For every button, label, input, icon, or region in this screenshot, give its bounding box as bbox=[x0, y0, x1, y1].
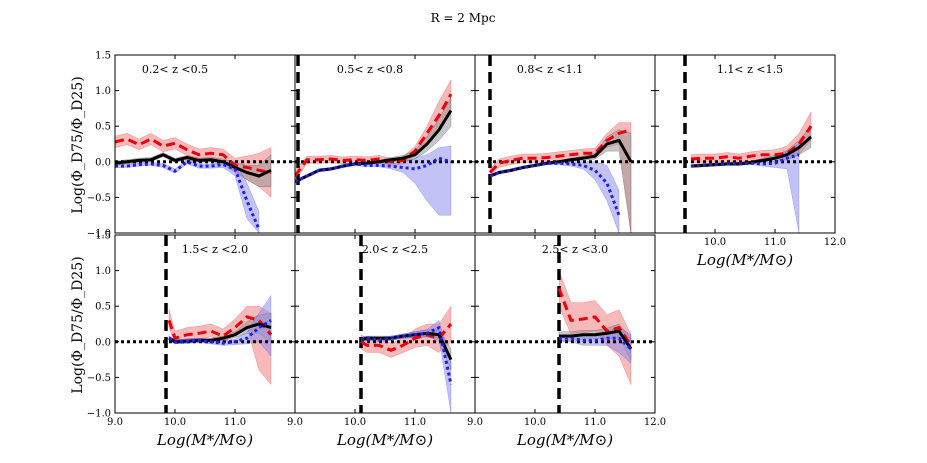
figure-title: R = 2 Mpc bbox=[431, 11, 496, 25]
panel-2: 0.8< z <1.1 bbox=[474, 54, 656, 234]
x-tick-label: 9.0 bbox=[467, 417, 483, 428]
y-tick-label: −1.0 bbox=[87, 229, 111, 240]
y-tick-label: −1.0 bbox=[87, 409, 111, 420]
blue-dotted-line bbox=[115, 160, 261, 230]
panel-1: 0.5< z <0.8 bbox=[294, 54, 476, 234]
black-solid-line bbox=[295, 109, 453, 184]
black-solid-line bbox=[489, 138, 633, 178]
x-axis-label: Log(M*/M⊙) bbox=[516, 431, 613, 449]
x-tick-label: 12.0 bbox=[644, 417, 666, 428]
panel-label: 0.5< z <0.8 bbox=[337, 63, 403, 76]
red-dashed-line bbox=[690, 125, 813, 161]
red-dashed-line bbox=[557, 287, 633, 347]
y-tick-label: 0.5 bbox=[95, 302, 111, 313]
y-tick-label: 0.0 bbox=[95, 157, 111, 168]
panel-label: 2.0< z <2.5 bbox=[362, 243, 428, 256]
x-tick-label: 9.0 bbox=[107, 417, 123, 428]
y-tick-label: 1.5 bbox=[95, 51, 111, 62]
panel-plot-area bbox=[295, 235, 475, 413]
ylabel-bottom: Log(Φ_D75/Φ_D25) bbox=[70, 256, 86, 393]
x-tick-label: 10.0 bbox=[344, 417, 366, 428]
red-dashed-line bbox=[115, 137, 272, 174]
x-tick-label: 9.0 bbox=[287, 417, 303, 428]
y-tick-label: 1.5 bbox=[95, 231, 111, 242]
panels: −1.0 −0.5 0.0 0.5 1.0 1.5 0.2< z <0.5 0.5< z <0… bbox=[87, 51, 846, 450]
panel-plot-area bbox=[115, 133, 295, 233]
red-dashed-band bbox=[489, 122, 632, 233]
panel-label: 0.8< z <1.1 bbox=[517, 63, 583, 76]
blue-dotted-band bbox=[115, 159, 260, 233]
red-dashed-line bbox=[167, 315, 273, 340]
x-tick-label: 12.0 bbox=[824, 237, 846, 248]
panel-plot-area bbox=[475, 235, 655, 413]
red-dashed-line bbox=[488, 128, 632, 174]
ylabel-top: Log(Φ_D75/Φ_D25) bbox=[70, 76, 86, 213]
y-tick-label: 0.5 bbox=[95, 122, 111, 133]
blue-dotted-line bbox=[295, 156, 452, 184]
panel-label: 0.2< z <0.5 bbox=[142, 63, 208, 76]
panel-label: 1.5< z <2.0 bbox=[182, 243, 248, 256]
y-tick-label: −0.5 bbox=[87, 193, 111, 204]
x-tick-label: 11.0 bbox=[764, 237, 786, 248]
black-solid-line bbox=[559, 329, 633, 350]
x-axis-label: Log(M*/M⊙) bbox=[156, 431, 253, 449]
x-tick-label: 10.0 bbox=[704, 237, 726, 248]
blue-dotted-line bbox=[489, 161, 621, 216]
red-dashed-line bbox=[295, 93, 453, 177]
blue-dotted-line bbox=[360, 326, 453, 385]
x-axis-label: Log(M*/M⊙) bbox=[696, 251, 793, 269]
x-axis-label: Log(M*/M⊙) bbox=[336, 431, 433, 449]
y-tick-label: 0.0 bbox=[95, 337, 111, 348]
panel-plot-area bbox=[475, 55, 655, 233]
panel-5: 9.0 10.0 11.0 Log(M*/M⊙) 2.0< z <2.5 bbox=[287, 234, 476, 449]
y-tick-label: 1.0 bbox=[95, 266, 111, 277]
y-tick-label: 1.0 bbox=[95, 86, 111, 97]
x-tick-label: 11.0 bbox=[224, 417, 246, 428]
blue-dotted-band bbox=[489, 161, 620, 233]
red-dashed-line bbox=[360, 323, 453, 352]
blue-dotted-line bbox=[559, 336, 632, 351]
panel-0: −1.0 −0.5 0.0 0.5 1.0 1.5 0.2< z <0.5 bbox=[87, 51, 296, 240]
blue-dotted-line bbox=[690, 153, 800, 168]
x-tick-label: 10.0 bbox=[164, 417, 186, 428]
panel-label: 1.1< z <1.5 bbox=[717, 63, 783, 76]
x-tick-label: 11.0 bbox=[584, 417, 606, 428]
panel-3: 10.0 11.0 12.0 Log(M*/M⊙) 1.1< z <1.5 bbox=[654, 54, 846, 269]
x-tick-label: 11.0 bbox=[404, 417, 426, 428]
black-solid-line bbox=[115, 153, 272, 178]
blue-dotted-line bbox=[168, 319, 272, 345]
panel-frame bbox=[474, 234, 656, 414]
panel-plot-area bbox=[295, 55, 475, 233]
panel-plot-area bbox=[115, 235, 295, 413]
panel-plot-area bbox=[655, 55, 835, 233]
y-tick-label: −0.5 bbox=[87, 373, 111, 384]
x-tick-label: 10.0 bbox=[524, 417, 546, 428]
panel-frame bbox=[654, 54, 836, 234]
panel-label: 2.5< z <3.0 bbox=[542, 243, 608, 256]
panel-6: 9.0 10.0 11.0 12.0 Log(M*/M⊙) 2.5< z <3.0 bbox=[467, 234, 666, 449]
panel-4: −1.0 −0.5 0.0 0.5 1.0 1.5 9.0 10.0 11.0 Log(M*/M⊙… bbox=[87, 231, 296, 449]
